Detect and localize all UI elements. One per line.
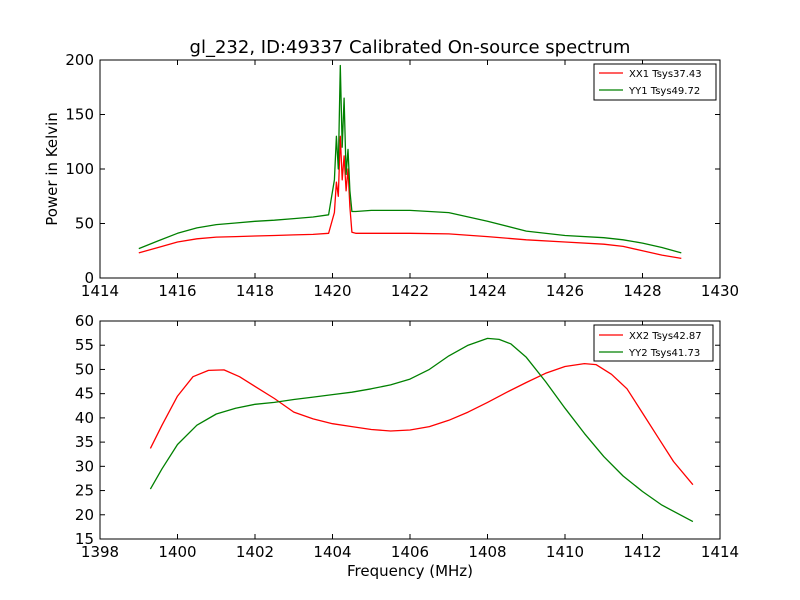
bottom-y-tick-label: 55 (75, 336, 94, 354)
top-series-line-1 (138, 64, 682, 254)
bottom-x-tick-label: 1398 (81, 543, 119, 561)
top-x-tick-label: 1414 (81, 282, 119, 300)
bottom-y-tick-label: 45 (75, 385, 94, 403)
bottom-x-tick-label: 1408 (468, 543, 506, 561)
top-x-tick-label: 1420 (313, 282, 351, 300)
bottom-y-tick-label: 50 (75, 360, 94, 378)
bottom-y-tick-label: 20 (75, 506, 94, 524)
bottom-y-tick-label: 15 (75, 530, 94, 548)
bottom-y-tick-label: 25 (75, 482, 94, 500)
bottom-x-tick-label: 1412 (623, 543, 661, 561)
bottom-spectrum-panel: 1398 1400 1402 1404 1406 1408 1410 1412 1414 15 20… (75, 312, 739, 580)
top-legend-label-yy1: YY1 Tsys49.72 (628, 86, 700, 97)
chart-title: gl_232, ID:49337 Calibrated On-source sp… (190, 37, 631, 58)
top-y-tick-label: 0 (84, 269, 94, 287)
top-x-tick-label: 1430 (701, 282, 739, 300)
top-x-tick-label: 1428 (623, 282, 661, 300)
bottom-y-tick-label: 35 (75, 433, 94, 451)
top-x-tick-label: 1426 (546, 282, 584, 300)
bottom-series-group (149, 337, 694, 523)
top-legend: XX1 Tsys37.43 YY1 Tsys49.72 (593, 63, 717, 101)
top-y-tick-label: 150 (65, 106, 94, 124)
top-series-line-0 (138, 135, 682, 260)
top-y-tick-label: 200 (65, 51, 94, 69)
bottom-series-line-0 (149, 362, 694, 486)
bottom-axis-ticks: 1398 1400 1402 1404 1406 1408 1410 1412 1414 15 20… (75, 312, 739, 561)
top-x-tick-label: 1416 (158, 282, 196, 300)
top-x-tick-label: 1424 (468, 282, 506, 300)
top-y-tick-label: 50 (75, 215, 94, 233)
bottom-series-line-1 (149, 337, 694, 523)
top-x-tick-label: 1418 (236, 282, 274, 300)
bottom-legend-label-yy2: YY2 Tsys41.73 (628, 348, 700, 359)
bottom-legend-box (593, 324, 714, 362)
bottom-legend-label-xx2: XX2 Tsys42.87 (629, 331, 702, 342)
top-axis-ticks: 1414 1416 1418 1420 1422 1424 1426 1428 1430 0 50 1… (65, 51, 739, 300)
bottom-y-tick-label: 40 (75, 409, 94, 427)
bottom-x-tick-label: 1400 (158, 543, 196, 561)
bottom-x-tick-label: 1402 (236, 543, 274, 561)
x-axis-label: Frequency (MHz) (347, 562, 473, 580)
top-y-axis-label: Power in Kelvin (43, 112, 61, 226)
top-y-tick-label: 100 (65, 160, 94, 178)
bottom-y-tick-label: 30 (75, 457, 94, 475)
bottom-y-tick-label: 60 (75, 312, 94, 330)
bottom-x-tick-label: 1404 (313, 543, 351, 561)
bottom-x-tick-label: 1410 (546, 543, 584, 561)
bottom-legend: XX2 Tsys42.87 YY2 Tsys41.73 (593, 324, 714, 362)
bottom-x-tick-label: 1406 (391, 543, 429, 561)
top-spectrum-panel: 1414 1416 1418 1420 1422 1424 1426 1428 1430 0 50 1… (43, 51, 739, 300)
top-x-tick-label: 1422 (391, 282, 429, 300)
bottom-x-tick-label: 1414 (701, 543, 739, 561)
top-legend-box (593, 63, 717, 101)
top-legend-label-xx1: XX1 Tsys37.43 (629, 69, 702, 80)
top-series-group (138, 64, 682, 260)
